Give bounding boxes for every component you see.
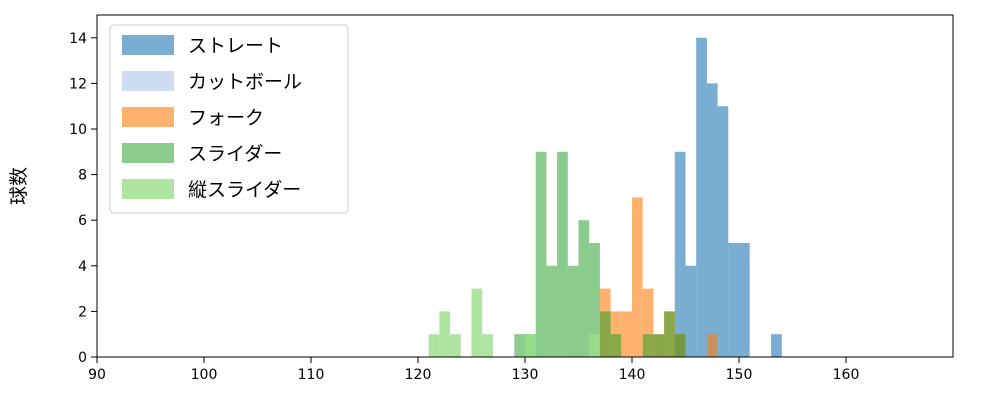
x-tick-label: 120 bbox=[405, 367, 432, 383]
histogram-bar-series-3 bbox=[546, 265, 558, 357]
histogram-bar-series-0 bbox=[739, 243, 750, 357]
legend-swatch-3 bbox=[122, 143, 174, 163]
histogram-bar-series-3 bbox=[557, 151, 568, 357]
histogram-bar-series-2 bbox=[642, 288, 654, 357]
y-tick-label: 0 bbox=[78, 350, 87, 366]
histogram-bar-series-3 bbox=[589, 243, 600, 357]
histogram-bar-series-3 bbox=[664, 311, 675, 357]
histogram-bar-series-4 bbox=[525, 334, 536, 357]
histogram-bar-series-0 bbox=[771, 334, 782, 357]
legend-swatch-4 bbox=[122, 179, 174, 199]
histogram-bar-series-3 bbox=[567, 265, 579, 357]
histogram-bar-series-2 bbox=[632, 197, 643, 357]
histogram-bar-series-3 bbox=[642, 334, 654, 357]
x-tick-label: 150 bbox=[726, 367, 753, 383]
histogram-bar-series-4 bbox=[428, 334, 440, 357]
histogram-bar-series-3 bbox=[514, 334, 525, 357]
histogram-bar-series-3 bbox=[674, 334, 686, 357]
histogram-bar-series-2 bbox=[621, 311, 632, 357]
x-tick-label: 160 bbox=[833, 367, 860, 383]
legend-label-0: ストレート bbox=[188, 35, 283, 57]
legend-label-1: カットボール bbox=[188, 71, 302, 93]
legend-label-2: フォーク bbox=[188, 107, 264, 129]
x-tick-label: 140 bbox=[619, 367, 646, 383]
histogram-bar-series-4 bbox=[589, 334, 600, 357]
histogram-bar-series-0 bbox=[696, 37, 707, 358]
histogram-bar-series-2 bbox=[706, 334, 718, 357]
x-tick-label: 90 bbox=[88, 367, 106, 383]
histogram-bar-series-0 bbox=[706, 83, 718, 358]
x-tick-label: 110 bbox=[298, 367, 325, 383]
histogram-bar-series-4 bbox=[471, 288, 483, 357]
histogram-bar-series-0 bbox=[728, 243, 739, 357]
bars-layer bbox=[428, 37, 782, 358]
histogram-bar-series-3 bbox=[535, 151, 547, 357]
x-tick-label: 100 bbox=[191, 367, 218, 383]
y-tick-label: 2 bbox=[78, 304, 87, 320]
legend-label-3: スライダー bbox=[188, 143, 282, 165]
ticks-layer: 90 100 110 120 130 140 150 160 0 2 4 6 8 10 12 14 bbox=[69, 31, 859, 383]
histogram-bar-series-3 bbox=[599, 311, 611, 357]
y-axis-label: 球数 bbox=[8, 167, 30, 205]
y-tick-label: 12 bbox=[69, 76, 87, 92]
histogram-bar-series-3 bbox=[578, 220, 590, 357]
histogram-bar-series-4 bbox=[450, 334, 461, 357]
y-tick-label: 8 bbox=[78, 168, 87, 184]
legend-swatch-2 bbox=[122, 107, 174, 127]
x-tick-label: 130 bbox=[512, 367, 539, 383]
histogram-bar-series-3 bbox=[610, 334, 622, 357]
y-tick-label: 10 bbox=[69, 122, 87, 138]
histogram-bar-series-0 bbox=[685, 265, 697, 357]
y-tick-label: 6 bbox=[78, 213, 87, 229]
histogram-bar-series-0 bbox=[717, 106, 729, 357]
y-tick-label: 4 bbox=[78, 259, 87, 275]
legend-label-4: 縦スライダー bbox=[188, 179, 301, 201]
legend-swatch-1 bbox=[122, 71, 174, 91]
legend-swatch-0 bbox=[122, 35, 174, 55]
y-tick-label: 14 bbox=[69, 31, 87, 47]
histogram-bar-series-3 bbox=[653, 334, 665, 357]
histogram-bar-series-4 bbox=[482, 334, 493, 357]
histogram-bar-series-4 bbox=[439, 311, 451, 357]
histogram-bar-series-0 bbox=[674, 151, 686, 357]
